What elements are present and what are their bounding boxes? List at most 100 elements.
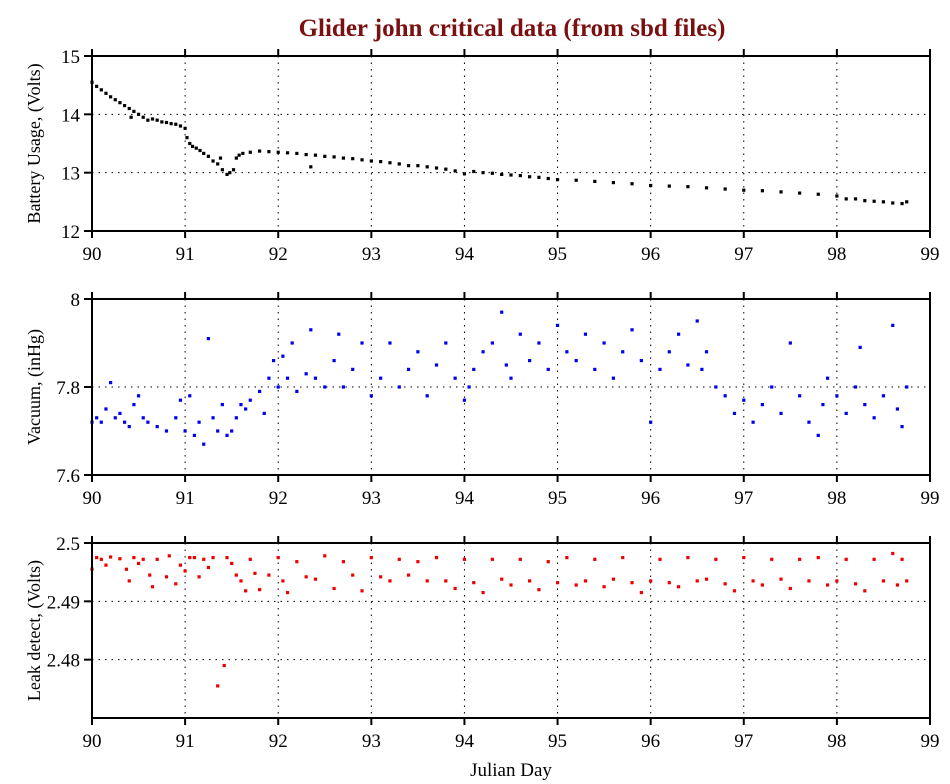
data-point	[351, 367, 355, 371]
data-point	[369, 159, 373, 163]
data-point	[732, 411, 737, 415]
data-point	[218, 156, 223, 160]
y-tick-label: 14	[61, 105, 81, 126]
data-point	[583, 332, 588, 336]
data-point	[313, 376, 318, 380]
data-point	[574, 178, 578, 182]
data-point	[565, 555, 569, 560]
data-point	[295, 560, 299, 564]
data-point	[611, 180, 616, 185]
data-point	[113, 98, 117, 102]
data-point	[444, 167, 448, 171]
data-point	[323, 154, 327, 158]
axes-frame	[91, 542, 931, 719]
data-point	[891, 323, 895, 327]
data-point	[406, 573, 411, 577]
data-point	[835, 194, 839, 198]
data-point	[723, 394, 727, 398]
data-point	[304, 152, 308, 157]
series-leak-detect-volts	[90, 551, 909, 688]
x-tick-label: 99	[921, 488, 940, 509]
data-point	[500, 172, 504, 177]
axes-frame	[91, 55, 931, 232]
data-point	[351, 573, 355, 577]
data-point	[760, 189, 764, 193]
data-point	[122, 420, 127, 424]
data-point	[216, 429, 220, 433]
data-point	[234, 416, 238, 420]
data-point	[704, 186, 709, 190]
data-point	[369, 394, 373, 398]
data-point	[192, 433, 197, 437]
data-point	[244, 407, 248, 411]
data-point	[281, 354, 285, 358]
data-point	[863, 199, 867, 203]
data-point	[500, 577, 504, 581]
data-point	[239, 403, 243, 407]
data-point	[509, 376, 513, 380]
x-tick-label: 90	[83, 244, 102, 265]
data-point	[537, 341, 541, 345]
data-point	[118, 557, 122, 561]
data-point	[844, 197, 848, 201]
data-point	[779, 411, 783, 415]
data-point	[504, 363, 508, 367]
data-point	[132, 555, 136, 560]
data-point	[807, 579, 811, 583]
data-point	[574, 583, 578, 587]
data-point	[481, 350, 485, 354]
data-point	[546, 176, 550, 181]
data-point	[95, 555, 99, 560]
data-point	[290, 341, 294, 345]
data-point	[602, 585, 606, 589]
data-point	[788, 586, 792, 591]
data-point	[271, 359, 276, 363]
data-point	[95, 84, 99, 88]
data-point	[816, 192, 820, 196]
data-point	[546, 367, 550, 371]
chart-title: Glider john critical data (from sbd file…	[299, 15, 726, 42]
data-point	[881, 200, 886, 204]
data-point	[174, 582, 178, 586]
data-point	[220, 168, 224, 172]
data-point	[677, 585, 681, 589]
x-tick-label: 93	[362, 488, 381, 509]
data-point	[216, 162, 220, 166]
data-point	[129, 115, 133, 119]
data-point	[360, 158, 364, 162]
data-point	[742, 188, 746, 192]
data-point	[546, 560, 550, 564]
data-point	[109, 95, 113, 99]
data-point	[167, 554, 171, 558]
data-point	[360, 341, 364, 345]
data-point	[202, 442, 206, 446]
data-point	[872, 557, 876, 561]
data-point	[244, 589, 248, 593]
data-point	[258, 389, 262, 393]
data-point	[122, 103, 127, 108]
data-point	[434, 363, 439, 367]
data-point	[863, 589, 867, 593]
data-point	[472, 367, 476, 371]
data-point	[779, 577, 783, 581]
data-point	[444, 341, 448, 345]
data-point	[695, 319, 699, 323]
series-battery-usage-volts	[90, 80, 909, 206]
x-tick-label: 97	[734, 244, 753, 265]
data-point	[872, 416, 876, 420]
data-point	[630, 182, 634, 186]
data-point	[416, 164, 420, 168]
data-point	[198, 148, 202, 153]
data-point	[183, 126, 187, 130]
data-point	[406, 164, 411, 168]
data-point	[197, 575, 201, 579]
data-point	[132, 403, 136, 407]
data-point	[178, 563, 183, 567]
x-tick-label: 98	[827, 244, 846, 265]
data-point	[141, 557, 145, 561]
data-point	[388, 341, 392, 345]
data-point	[136, 561, 141, 566]
y-axis-label: Battery Usage, (Volts)	[24, 63, 45, 223]
x-tick-label: 92	[269, 731, 288, 752]
